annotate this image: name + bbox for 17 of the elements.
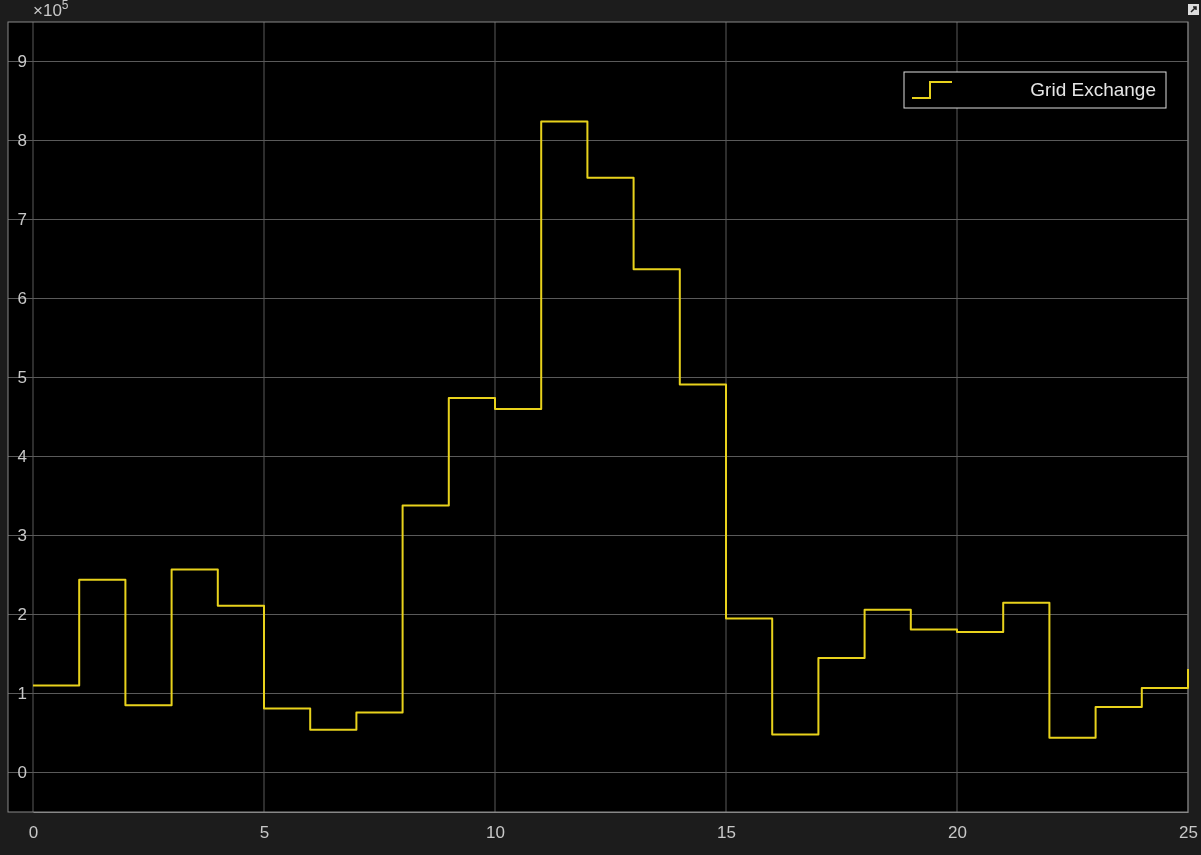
x-tick-label: 25 <box>1179 823 1198 843</box>
y-tick-label: 8 <box>17 131 27 151</box>
legend: Grid Exchange <box>903 71 1167 109</box>
y-tick-label: 4 <box>17 447 27 467</box>
x-tick-label: 10 <box>486 823 505 843</box>
y-tick-label: 0 <box>17 763 27 783</box>
y-tick-label: 9 <box>17 52 27 72</box>
text: ×10$^{5}$ <box>33 0 69 20</box>
y-tick-label: 1 <box>17 684 27 704</box>
y-tick-label: 3 <box>17 526 27 546</box>
y-tick-label: 2 <box>17 605 27 625</box>
y-tick-label: 5 <box>17 368 27 388</box>
x-tick-label: 5 <box>259 823 270 843</box>
x-tick-label: 20 <box>948 823 967 843</box>
y-tick-label: 6 <box>17 289 27 309</box>
y-tick-label: 7 <box>17 210 27 230</box>
x-tick-label: 15 <box>717 823 736 843</box>
